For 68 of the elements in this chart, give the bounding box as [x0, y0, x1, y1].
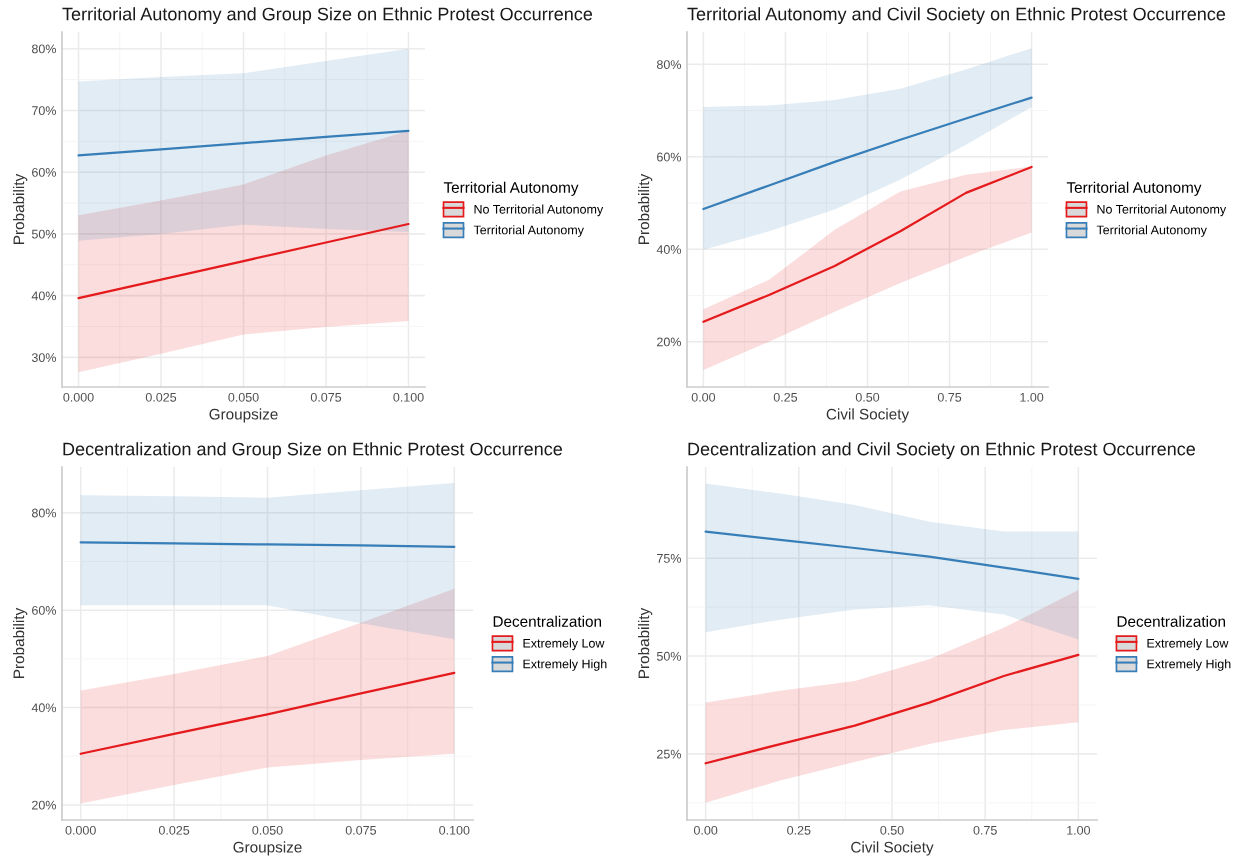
chart-title: Decentralization and Civil Society on Ethnic Protest Occurrence [688, 442, 1195, 459]
chart-title: Decentralization and Group Size on Ethnic Protest Occurrence [63, 442, 562, 459]
y-tick-label: 80% [31, 508, 56, 518]
legend-title: Territorial Autonomy [443, 181, 579, 196]
legend-title: Decentralization [493, 615, 602, 627]
x-axis-title: Groupsize [209, 408, 278, 423]
y-tick-label: 80% [656, 60, 681, 70]
y-axis-title: Probability [13, 607, 28, 678]
x-tick-label: 0.050 [252, 825, 283, 835]
line-series [702, 165, 1033, 323]
x-tick-label: 0.025 [145, 392, 177, 402]
line-series [77, 129, 410, 157]
y-tick-label: 40% [31, 291, 56, 301]
x-axis-title: Groupsize [233, 841, 302, 856]
y-tick-label: 25% [657, 749, 681, 759]
legend-label: Territorial Autonomy [473, 225, 584, 237]
y-axis-title: Probability [638, 607, 653, 678]
x-tick-label: 0.75 [937, 392, 962, 402]
x-tick-label: 0.00 [693, 825, 718, 835]
y-axis-title: Probability [13, 173, 28, 244]
legend-title: Decentralization [1117, 615, 1226, 627]
line-series [79, 671, 456, 755]
line-series [77, 222, 410, 300]
y-tick-label: 30% [31, 353, 56, 363]
chart-title: Territorial Autonomy and Group Size on Ethnic Protest Occurrence [62, 7, 593, 24]
y-axis-title: Probability [638, 173, 653, 244]
line-series [704, 530, 1080, 581]
y-tick-label: 60% [657, 152, 681, 162]
legend-title: Territorial Autonomy [1066, 181, 1202, 196]
x-tick-label: 0.000 [65, 825, 96, 835]
y-tick-label: 50% [31, 229, 56, 239]
x-tick-label: 0.50 [880, 825, 904, 835]
y-tick-label: 80% [31, 44, 56, 54]
x-tick-label: 0.75 [973, 825, 997, 835]
line-series [704, 653, 1080, 765]
x-tick-label: 0.075 [345, 825, 377, 835]
x-axis-title: Civil Society [826, 408, 910, 423]
x-tick-label: 0.00 [691, 392, 716, 402]
x-tick-label: 0.050 [228, 392, 259, 402]
y-tick-label: 20% [32, 800, 56, 810]
y-tick-label: 70% [32, 106, 56, 116]
x-tick-label: 0.075 [310, 392, 342, 402]
legend-label: No Territorial Autonomy [474, 204, 604, 217]
x-tick-label: 0.25 [773, 392, 798, 402]
x-axis-title: Civil Society [851, 841, 934, 856]
x-tick-label: 0.000 [63, 392, 94, 402]
legend-label: Extremely High [1147, 659, 1231, 671]
y-tick-label: 60% [32, 605, 56, 615]
x-tick-label: 0.100 [439, 825, 470, 835]
y-tick-label: 75% [657, 554, 681, 563]
y-tick-label: 60% [32, 167, 56, 177]
legend-label: Extremely High [523, 659, 607, 671]
line-series [702, 96, 1033, 211]
chart-title: Territorial Autonomy and Civil Society on Ethnic Protest Occurrence [687, 7, 1226, 24]
legend-label: No Territorial Autonomy [1097, 204, 1227, 217]
y-tick-label: 40% [656, 245, 681, 254]
x-tick-label: 0.50 [855, 392, 880, 402]
x-tick-label: 0.025 [158, 825, 190, 835]
legend-label: Territorial Autonomy [1096, 225, 1207, 237]
x-tick-label: 0.25 [787, 825, 811, 835]
x-tick-label: 1.00 [1020, 392, 1044, 402]
y-tick-label: 50% [656, 651, 681, 661]
y-tick-label: 40% [31, 703, 56, 713]
legend-label: Extremely Low [523, 638, 605, 651]
x-tick-label: 0.100 [393, 392, 424, 402]
x-tick-label: 1.00 [1067, 825, 1091, 835]
y-tick-label: 20% [657, 337, 681, 347]
legend-label: Extremely Low [1147, 638, 1229, 651]
